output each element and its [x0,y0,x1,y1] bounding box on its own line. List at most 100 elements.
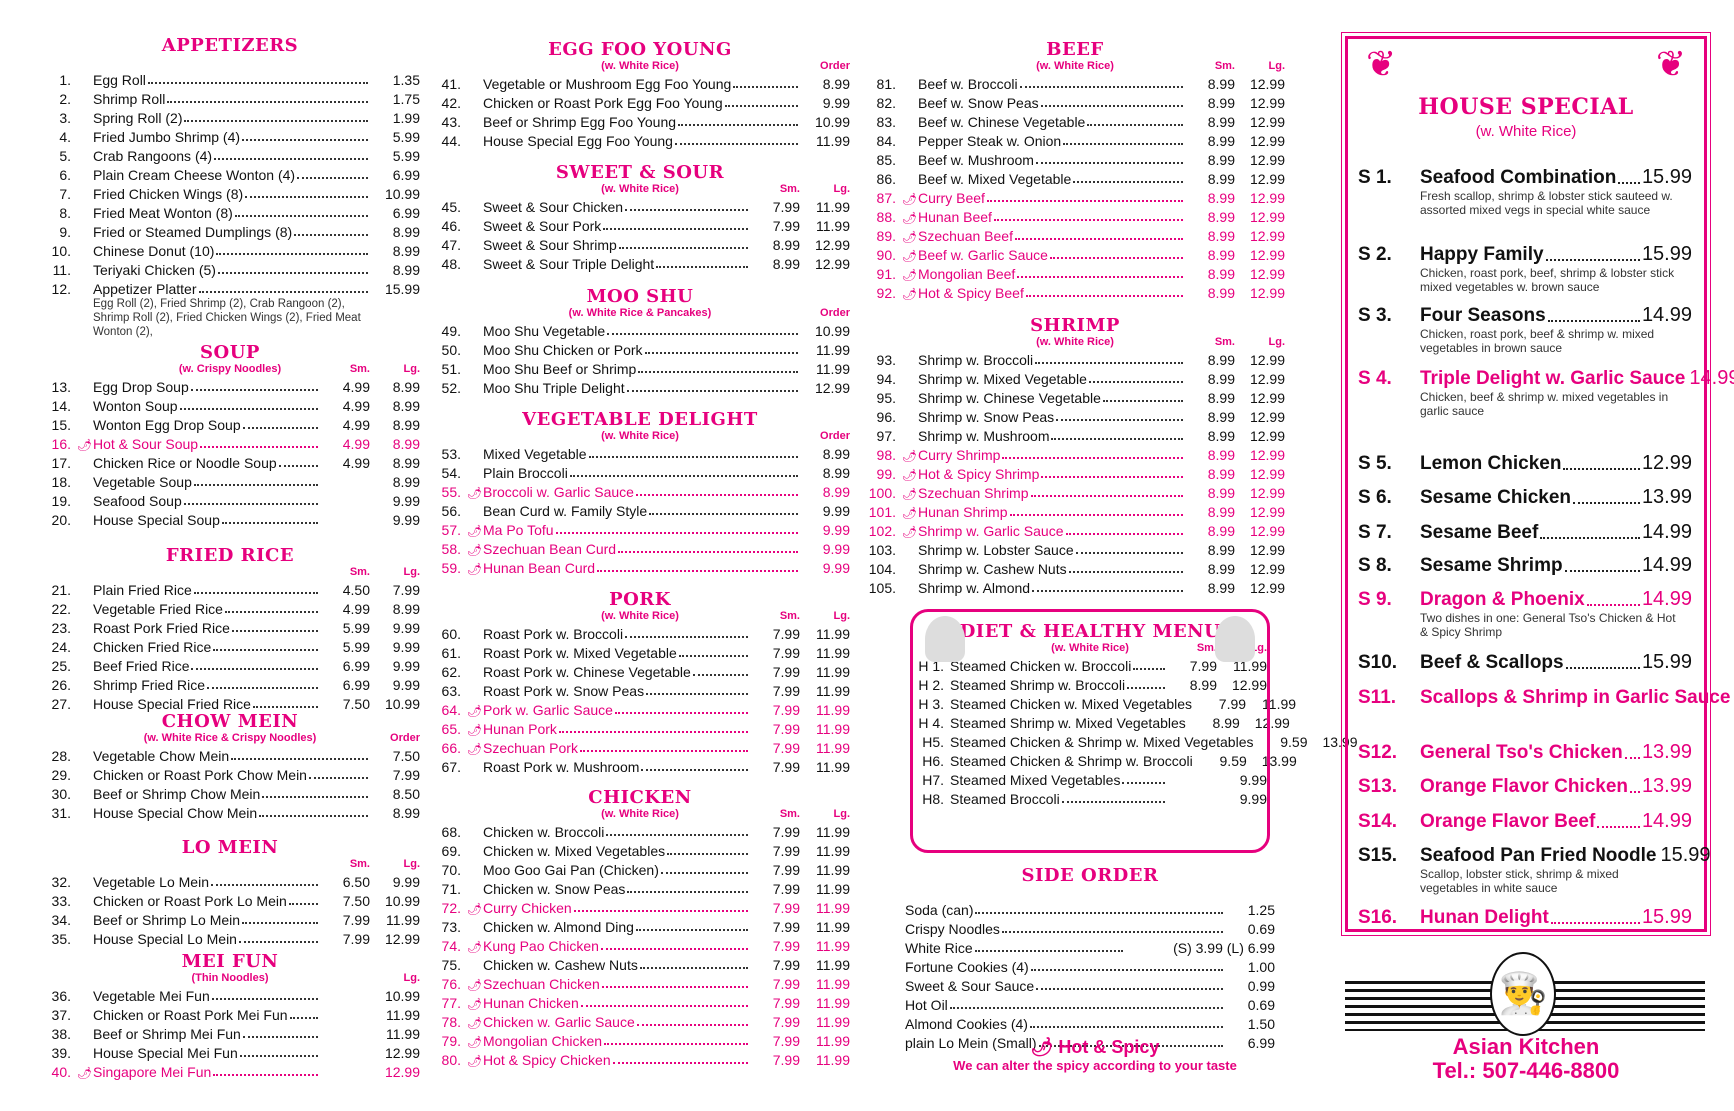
menu-item[interactable]: 87. 🌶 Curry Beef 8.99 12.99 [865,187,1285,206]
menu-item[interactable]: 97. Shrimp w. Mushroom 8.99 12.99 [865,425,1285,444]
menu-item[interactable]: 95. Shrimp w. Chinese Vegetable 8.99 12.99 [865,387,1285,406]
menu-item[interactable]: 42. Chicken or Roast Pork Egg Foo Young 9.… [430,92,850,111]
menu-item[interactable]: 11. Teriyaki Chicken (5) 8.99 [40,259,420,278]
house-special-item[interactable]: S 8. Sesame Shrimp 14.99 [1358,553,1692,577]
menu-item[interactable]: 100. 🌶 Szechuan Shrimp 8.99 12.99 [865,482,1285,501]
menu-item[interactable]: 78. 🌶 Chicken w. Garlic Sauce 7.99 11.99 [430,1011,850,1030]
menu-item[interactable]: Soda (can) 1.25 [905,899,1275,918]
menu-item[interactable]: 28. Vegetable Chow Mein 7.50 [40,745,420,764]
menu-item[interactable]: 102. 🌶 Shrimp w. Garlic Sauce 8.99 12.99 [865,520,1285,539]
menu-item[interactable]: 45. Sweet & Sour Chicken 7.99 11.99 [430,196,850,215]
menu-item[interactable]: 99. 🌶 Hot & Spicy Shrimp 8.99 12.99 [865,463,1285,482]
menu-item[interactable]: 47. Sweet & Sour Shrimp 8.99 12.99 [430,234,850,253]
menu-item[interactable]: 90. 🌶 Beef w. Garlic Sauce 8.99 12.99 [865,244,1285,263]
menu-item[interactable]: 91. 🌶 Mongolian Beef 8.99 12.99 [865,263,1285,282]
menu-item[interactable]: 52. Moo Shu Triple Delight 12.99 [430,377,850,396]
menu-item[interactable]: plain Lo Mein (Small) 6.99 [905,1032,1275,1051]
house-special-item[interactable]: S16. Hunan Delight 15.99 [1358,905,1692,929]
menu-item[interactable]: 30. Beef or Shrimp Chow Mein 8.50 [40,783,420,802]
menu-item[interactable]: H 3. Steamed Chicken w. Mixed Vegetables 7… [913,693,1296,712]
menu-item[interactable]: 66. 🌶 Szechuan Pork 7.99 11.99 [430,737,850,756]
house-special-item[interactable]: S 9. Dragon & Phoenix 14.99 Two dishes in o… [1358,587,1692,639]
menu-item[interactable]: 101. 🌶 Hunan Shrimp 8.99 12.99 [865,501,1285,520]
menu-item[interactable]: 14. Wonton Soup 4.99 8.99 [40,395,420,414]
menu-item[interactable]: 46. Sweet & Sour Pork 7.99 11.99 [430,215,850,234]
house-special-item[interactable]: S10. Beef & Scallops 15.99 [1358,650,1692,674]
house-special-item[interactable]: S12. General Tso's Chicken 13.99 [1358,740,1692,764]
house-special-item[interactable]: S 4. Triple Delight w. Garlic Sauce 14.99 C… [1358,366,1734,418]
menu-item[interactable]: 71. Chicken w. Snow Peas 7.99 11.99 [430,878,850,897]
menu-item[interactable]: 63. Roast Pork w. Snow Peas 7.99 11.99 [430,680,850,699]
menu-item[interactable]: 43. Beef or Shrimp Egg Foo Young 10.99 [430,111,850,130]
house-special-item[interactable]: S15. Seafood Pan Fried Noodle 15.99 Scallop… [1358,843,1711,895]
house-special-item[interactable]: S 2. Happy Family 15.99 Chicken, roast pork… [1358,242,1692,294]
menu-item[interactable]: 51. Moo Shu Beef or Shrimp 11.99 [430,358,850,377]
menu-item[interactable]: H 2. Steamed Shrimp w. Broccoli 8.99 12.99 [913,674,1267,693]
menu-item[interactable]: 27. House Special Fried Rice 7.50 10.99 [40,693,420,712]
menu-item[interactable]: 72. 🌶 Curry Chicken 7.99 11.99 [430,897,850,916]
menu-item[interactable]: 83. Beef w. Chinese Vegetable 8.99 12.99 [865,111,1285,130]
menu-item[interactable]: 6. Plain Cream Cheese Wonton (4) 6.99 [40,164,420,183]
menu-item[interactable]: 38. Beef or Shrimp Mei Fun 11.99 [40,1023,420,1042]
menu-item[interactable]: 103. Shrimp w. Lobster Sauce 8.99 12.99 [865,539,1285,558]
menu-item[interactable]: 60. Roast Pork w. Broccoli 7.99 11.99 [430,623,850,642]
menu-item[interactable]: Hot Oil 0.69 [905,994,1275,1013]
menu-item[interactable]: 8. Fried Meat Wonton (8) 6.99 [40,202,420,221]
menu-item[interactable]: H5. Steamed Chicken & Shrimp w. Mixed Veg… [913,731,1357,750]
menu-item[interactable]: 3. Spring Roll (2) 1.99 [40,107,420,126]
menu-item[interactable]: 104. Shrimp w. Cashew Nuts 8.99 12.99 [865,558,1285,577]
menu-item[interactable]: 32. Vegetable Lo Mein 6.50 9.99 [40,871,420,890]
menu-item[interactable]: 68. Chicken w. Broccoli 7.99 11.99 [430,821,850,840]
menu-item[interactable]: 79. 🌶 Mongolian Chicken 7.99 11.99 [430,1030,850,1049]
menu-item[interactable]: H7. Steamed Mixed Vegetables 9.99 [913,769,1267,788]
menu-item[interactable]: 48. Sweet & Sour Triple Delight 8.99 12.99 [430,253,850,272]
menu-item[interactable]: 98. 🌶 Curry Shrimp 8.99 12.99 [865,444,1285,463]
menu-item[interactable]: 7. Fried Chicken Wings (8) 10.99 [40,183,420,202]
menu-item[interactable]: 75. Chicken w. Cashew Nuts 7.99 11.99 [430,954,850,973]
menu-item[interactable]: H8. Steamed Broccoli 9.99 [913,788,1267,807]
house-special-item[interactable]: S11.Scallops & Shrimp in Garlic Sauce15.… [1358,685,1730,709]
house-special-item[interactable]: S 7. Sesame Beef 14.99 [1358,520,1692,544]
menu-item[interactable]: 26. Shrimp Fried Rice 6.99 9.99 [40,674,420,693]
menu-item[interactable]: Crispy Noodles 0.69 [905,918,1275,937]
menu-item[interactable]: 1. Egg Roll 1.35 [40,69,420,88]
menu-item[interactable]: 41. Vegetable or Mushroom Egg Foo Young 8.… [430,73,850,92]
menu-item[interactable]: 25. Beef Fried Rice 6.99 9.99 [40,655,420,674]
menu-item[interactable]: 64. 🌶 Pork w. Garlic Sauce 7.99 11.99 [430,699,850,718]
menu-item[interactable]: 36. Vegetable Mei Fun 10.99 [40,985,420,1004]
menu-item[interactable]: 9. Fried or Steamed Dumplings (8) 8.99 [40,221,420,240]
menu-item[interactable]: 12. Appetizer Platter 15.99 [40,278,420,297]
menu-item[interactable]: H 1. Steamed Chicken w. Broccoli 7.99 11.99 [913,655,1267,674]
menu-item[interactable]: 17. Chicken Rice or Noodle Soup 4.99 8.99 [40,452,420,471]
menu-item[interactable]: White Rice (S) 3.99 (L) 6.99 [905,937,1275,956]
menu-item[interactable]: 74. 🌶 Kung Pao Chicken 7.99 11.99 [430,935,850,954]
menu-item[interactable]: 81. Beef w. Broccoli 8.99 12.99 [865,73,1285,92]
menu-item[interactable]: 21. Plain Fried Rice 4.50 7.99 [40,579,420,598]
menu-item[interactable]: 33. Chicken or Roast Pork Lo Mein 7.50 10.9… [40,890,420,909]
menu-item[interactable]: 61. Roast Pork w. Mixed Vegetable 7.99 11.9… [430,642,850,661]
menu-item[interactable]: 34. Beef or Shrimp Lo Mein 7.99 11.99 [40,909,420,928]
menu-item[interactable]: 89. 🌶 Szechuan Beef 8.99 12.99 [865,225,1285,244]
house-special-item[interactable]: S 5. Lemon Chicken 12.99 [1358,451,1692,475]
menu-item[interactable]: 44. House Special Egg Foo Young 11.99 [430,130,850,149]
menu-item[interactable]: 105. Shrimp w. Almond 8.99 12.99 [865,577,1285,596]
menu-item[interactable]: 55. 🌶 Broccoli w. Garlic Sauce 8.99 [430,481,850,500]
menu-item[interactable]: Fortune Cookies (4) 1.00 [905,956,1275,975]
menu-item[interactable]: 49. Moo Shu Vegetable 10.99 [430,320,850,339]
menu-item[interactable]: 54. Plain Broccoli 8.99 [430,462,850,481]
menu-item[interactable]: 20. House Special Soup 9.99 [40,509,420,528]
menu-item[interactable]: 62. Roast Pork w. Chinese Vegetable 7.99 11… [430,661,850,680]
menu-item[interactable]: 35. House Special Lo Mein 7.99 12.99 [40,928,420,947]
menu-item[interactable]: 93. Shrimp w. Broccoli 8.99 12.99 [865,349,1285,368]
menu-item[interactable]: 59. 🌶 Hunan Bean Curd 9.99 [430,557,850,576]
menu-item[interactable]: 40. 🌶 Singapore Mei Fun 12.99 [40,1061,420,1080]
house-special-item[interactable]: S13. Orange Flavor Chicken 13.99 [1358,774,1692,798]
menu-item[interactable]: 4. Fried Jumbo Shrimp (4) 5.99 [40,126,420,145]
menu-item[interactable]: 65. 🌶 Hunan Pork 7.99 11.99 [430,718,850,737]
menu-item[interactable]: 31. House Special Chow Mein 8.99 [40,802,420,821]
menu-item[interactable]: 2. Shrimp Roll 1.75 [40,88,420,107]
menu-item[interactable]: 39. House Special Mei Fun 12.99 [40,1042,420,1061]
menu-item[interactable]: 86. Beef w. Mixed Vegetable 8.99 12.99 [865,168,1285,187]
menu-item[interactable]: 70. Moo Goo Gai Pan (Chicken) 7.99 11.99 [430,859,850,878]
menu-item[interactable]: 58. 🌶 Szechuan Bean Curd 9.99 [430,538,850,557]
